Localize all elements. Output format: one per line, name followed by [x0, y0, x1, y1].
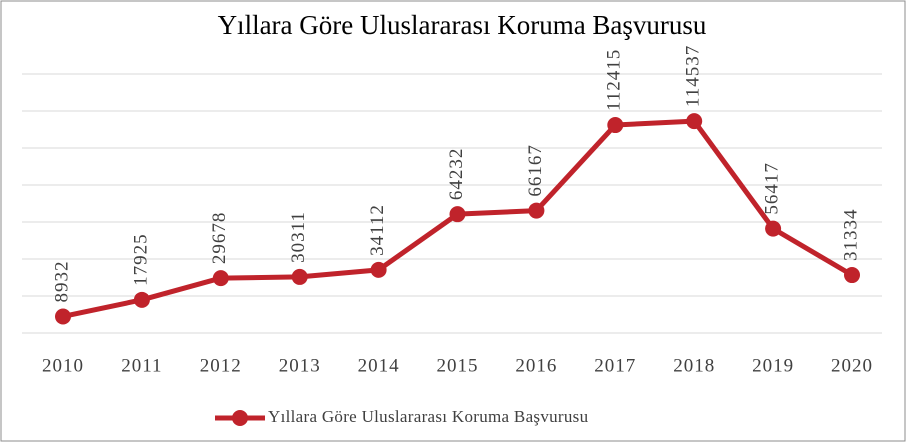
data-point — [528, 202, 545, 219]
data-label: 112415 — [604, 49, 625, 111]
grid — [22, 73, 882, 334]
data-labels: 8932 17925 29678 30311 34112 64232 66167 112415… — [51, 45, 861, 303]
data-label: 29678 — [209, 212, 230, 265]
data-point — [765, 220, 782, 237]
legend-label: Yıllara Göre Uluslararası Koruma Başvuru… — [268, 407, 589, 426]
data-point — [607, 117, 624, 134]
data-label: 64232 — [446, 148, 467, 201]
data-point — [449, 206, 466, 223]
data-label: 56417 — [761, 162, 782, 215]
x-tick-label: 2013 — [279, 355, 321, 376]
x-tick-label: 2012 — [200, 355, 242, 376]
legend-marker — [232, 410, 248, 426]
x-tick-label: 2010 — [42, 355, 84, 376]
data-label: 114537 — [683, 45, 704, 107]
data-point — [686, 113, 703, 130]
data-label: 30311 — [288, 211, 309, 263]
x-tick-label: 2016 — [515, 355, 557, 376]
data-label: 17925 — [130, 233, 151, 286]
data-label: 8932 — [51, 260, 72, 302]
chart-title: Yıllara Göre Uluslararası Koruma Başvuru… — [218, 10, 707, 40]
x-tick-label: 2019 — [752, 355, 794, 376]
x-tick-label: 2018 — [673, 355, 715, 376]
data-point — [291, 268, 308, 285]
data-point — [844, 267, 860, 284]
x-tick-label: 2011 — [121, 355, 162, 376]
x-tick-label: 2020 — [831, 355, 873, 376]
data-point — [55, 308, 71, 325]
data-point — [212, 270, 229, 287]
plot — [55, 113, 860, 325]
data-label: 31334 — [840, 209, 861, 262]
x-tick-label: 2014 — [358, 355, 400, 376]
data-label: 66167 — [525, 144, 546, 197]
data-label: 34112 — [367, 204, 388, 256]
x-tick-label: 2017 — [594, 355, 636, 376]
data-point — [370, 261, 387, 278]
data-point — [133, 291, 150, 308]
x-tick-label: 2015 — [437, 355, 479, 376]
